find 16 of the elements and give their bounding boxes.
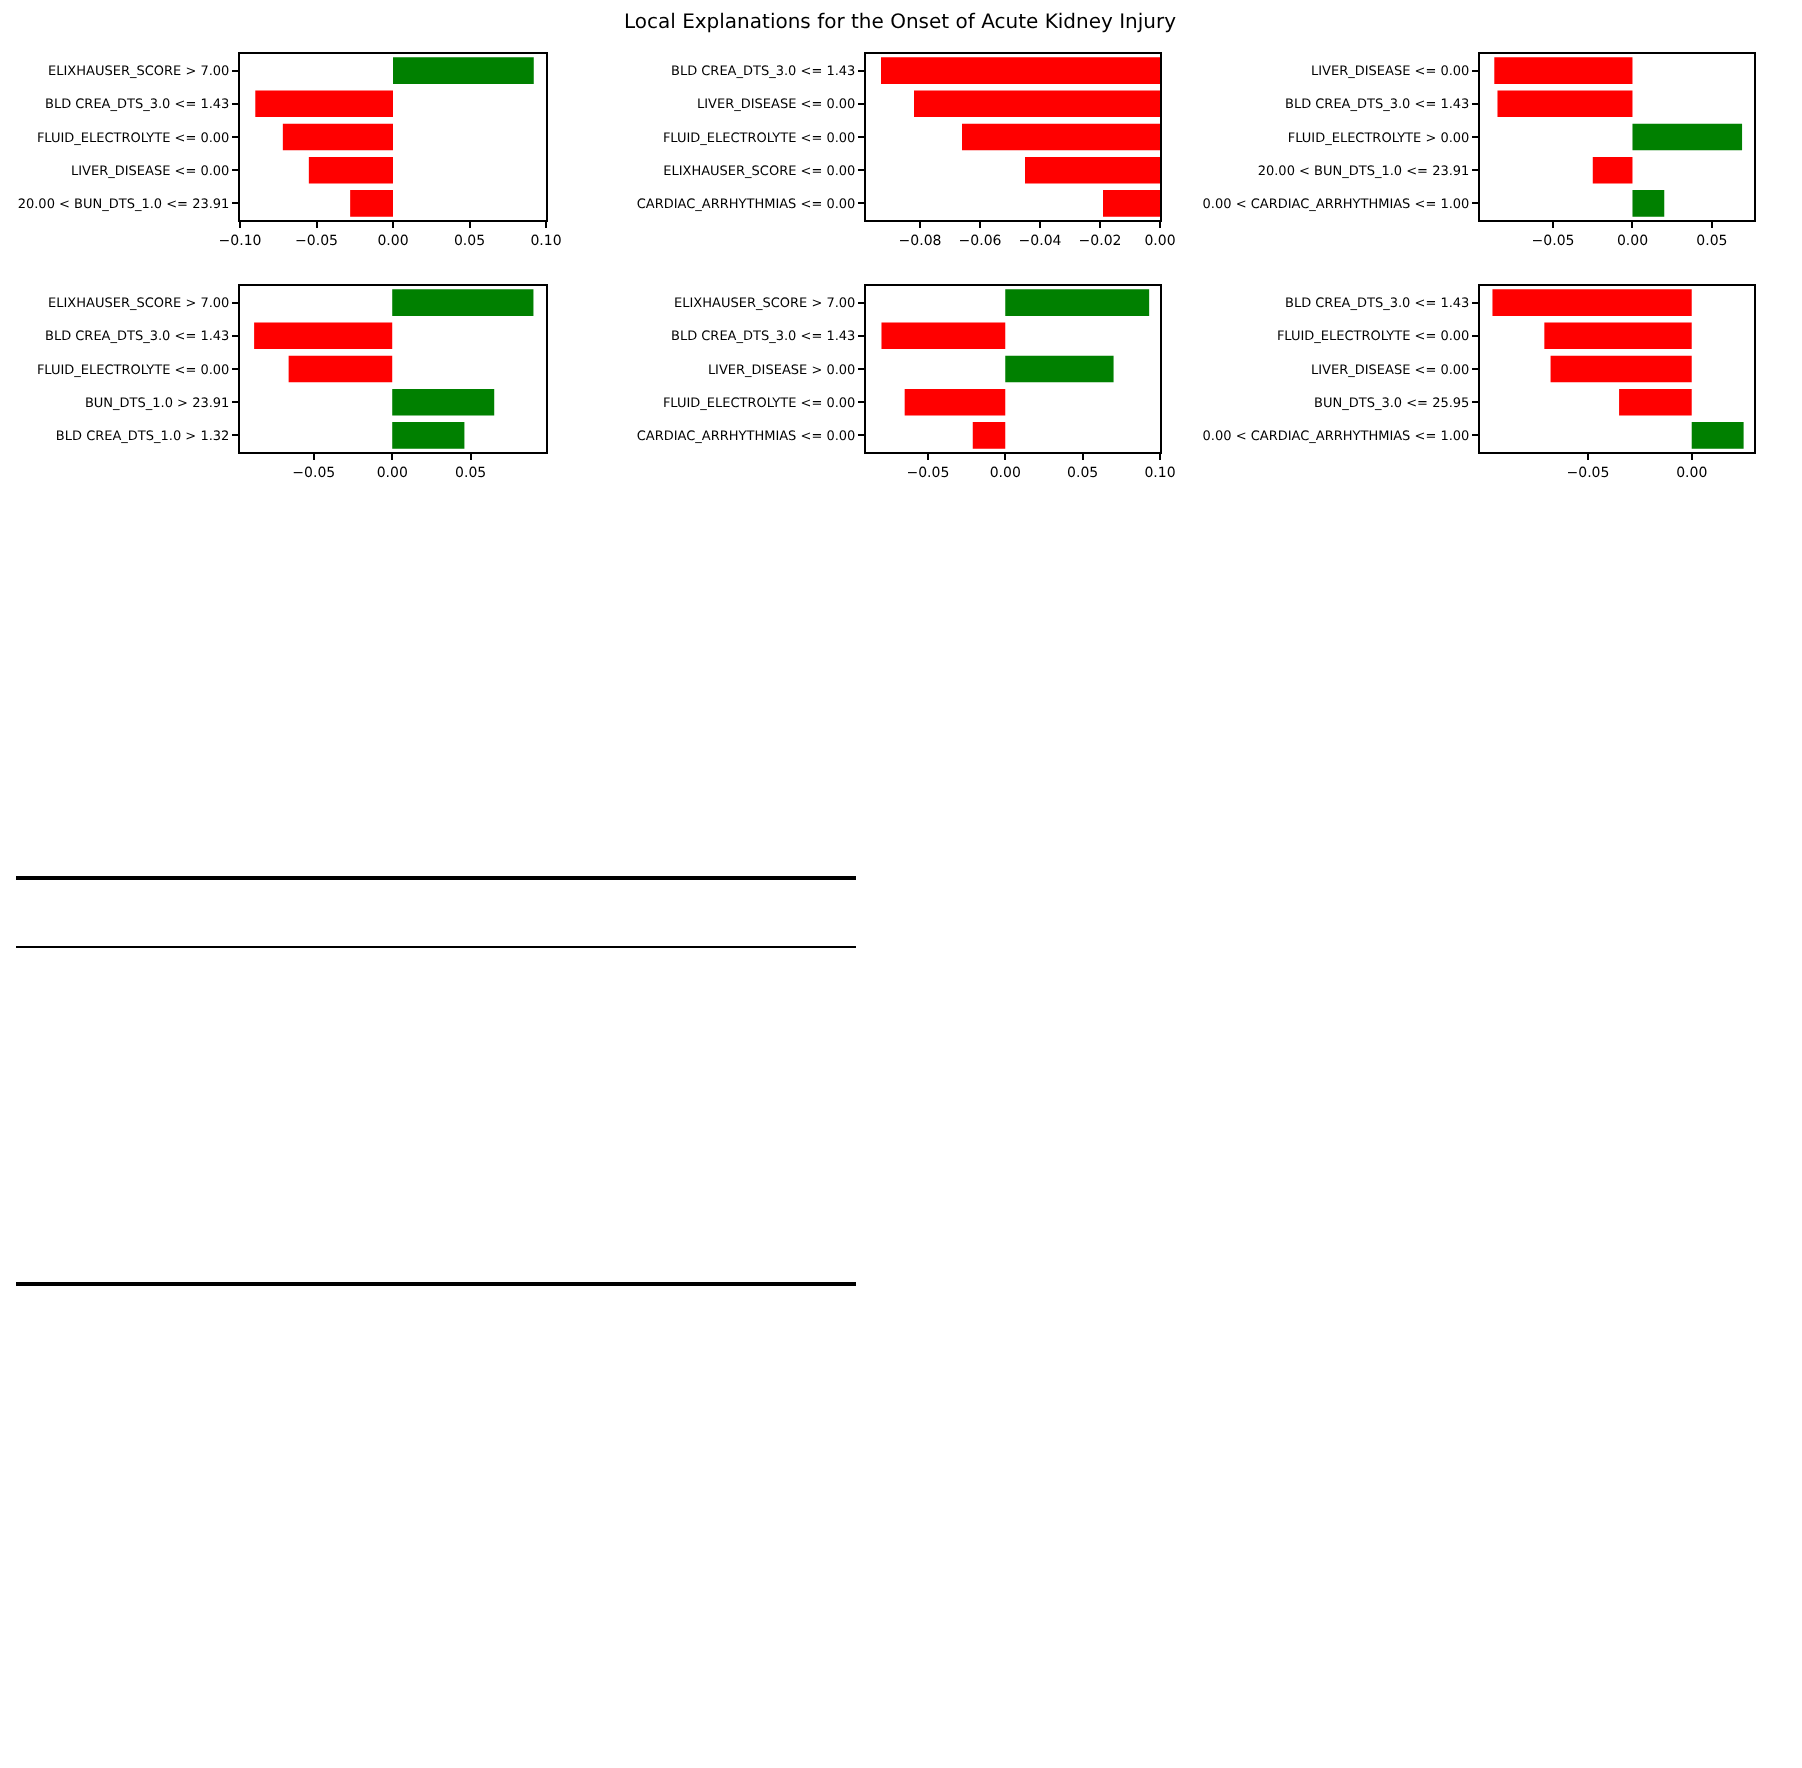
bar — [1005, 355, 1114, 383]
bar — [972, 422, 1006, 449]
chart-title: Local Explanations for the Onset of Acute Kidney Injury — [623, 12, 1177, 34]
bar — [1592, 156, 1633, 184]
bar — [881, 322, 1006, 350]
bar — [1497, 90, 1633, 118]
bar — [904, 388, 1006, 416]
bar — [392, 422, 465, 449]
bar — [288, 355, 393, 383]
bar — [392, 388, 495, 416]
bar — [1632, 190, 1665, 217]
bar — [1632, 123, 1743, 151]
bar — [1005, 289, 1150, 316]
bar — [254, 322, 393, 350]
bar — [1494, 57, 1633, 84]
bar — [392, 289, 534, 316]
